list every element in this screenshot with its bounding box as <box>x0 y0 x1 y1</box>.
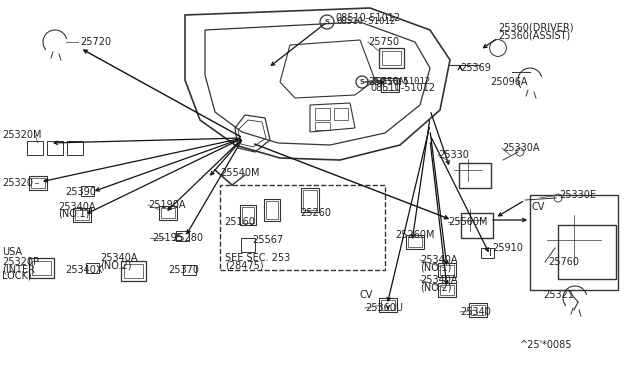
Text: 25567: 25567 <box>252 235 283 245</box>
Text: (NO.1): (NO.1) <box>58 209 90 219</box>
Text: 25360(DRIVER): 25360(DRIVER) <box>498 23 573 33</box>
Bar <box>31 178 45 188</box>
Text: 25320: 25320 <box>2 178 33 188</box>
Bar <box>27 141 44 155</box>
Text: 25330A: 25330A <box>502 143 540 153</box>
Bar <box>438 263 456 277</box>
Text: 25370: 25370 <box>168 265 199 275</box>
Bar <box>32 261 51 275</box>
Text: 25260M: 25260M <box>395 230 435 240</box>
Text: 25320P: 25320P <box>2 257 39 267</box>
Bar <box>481 248 493 258</box>
Bar <box>558 225 616 279</box>
Bar <box>242 207 254 223</box>
Text: 25340A: 25340A <box>58 202 95 212</box>
Text: 08510-51012: 08510-51012 <box>370 83 435 93</box>
Bar <box>303 190 317 210</box>
Bar <box>121 261 146 280</box>
Bar <box>383 80 397 90</box>
Bar <box>301 188 319 212</box>
Bar <box>29 176 47 190</box>
Bar <box>379 298 397 312</box>
Text: USA: USA <box>2 247 22 257</box>
Text: S: S <box>360 79 365 85</box>
Bar <box>406 235 424 249</box>
Text: 25560M: 25560M <box>448 217 488 227</box>
Text: 25330: 25330 <box>438 150 469 160</box>
Bar <box>408 237 422 247</box>
Text: 08510-51012: 08510-51012 <box>335 13 400 23</box>
Text: SEE SEC. 253: SEE SEC. 253 <box>225 253 291 263</box>
Text: 25160: 25160 <box>224 217 255 227</box>
Text: 25760: 25760 <box>548 257 579 267</box>
Bar <box>161 208 175 218</box>
Bar <box>124 264 143 278</box>
Bar <box>471 305 485 315</box>
Bar <box>381 300 395 310</box>
Text: 25190A: 25190A <box>148 200 186 210</box>
Text: 25540M: 25540M <box>220 168 259 178</box>
Text: 25720: 25720 <box>80 37 111 47</box>
Bar <box>438 283 456 297</box>
Bar <box>159 206 177 220</box>
Text: 25360U: 25360U <box>365 303 403 313</box>
Bar <box>440 285 454 295</box>
Bar <box>86 263 99 273</box>
Text: (NO.2): (NO.2) <box>100 260 131 270</box>
Bar <box>461 213 493 238</box>
Bar <box>382 51 401 65</box>
Text: 25340A: 25340A <box>100 253 138 263</box>
Bar <box>47 141 63 155</box>
Bar <box>183 265 196 275</box>
Text: CV: CV <box>532 202 545 212</box>
Text: LOCK): LOCK) <box>2 271 31 281</box>
Text: 25321: 25321 <box>543 290 574 300</box>
Bar <box>381 78 399 92</box>
Text: (28475): (28475) <box>225 261 264 271</box>
Bar <box>81 186 93 196</box>
Bar <box>176 231 189 241</box>
Text: 25750: 25750 <box>368 37 399 47</box>
Text: S: S <box>324 19 330 25</box>
Text: 25096A: 25096A <box>490 77 527 87</box>
Text: 25340A: 25340A <box>420 255 458 265</box>
Bar <box>379 48 404 68</box>
Bar <box>264 199 280 221</box>
Text: 25320M: 25320M <box>2 130 42 140</box>
Bar <box>266 201 278 219</box>
Text: (NO.1): (NO.1) <box>420 262 451 272</box>
Bar <box>73 208 91 222</box>
Text: 08510-51012: 08510-51012 <box>371 77 430 87</box>
Text: ^25'*0085: ^25'*0085 <box>520 340 573 350</box>
Text: 25260: 25260 <box>300 208 331 218</box>
Text: 25280: 25280 <box>172 233 203 243</box>
Text: 08510-51012: 08510-51012 <box>336 17 395 26</box>
Bar <box>29 258 54 278</box>
Text: 25340X: 25340X <box>65 265 102 275</box>
Bar <box>240 205 256 225</box>
Text: 25340A: 25340A <box>420 275 458 285</box>
Text: 25330E: 25330E <box>559 190 596 200</box>
Text: 25369: 25369 <box>460 63 491 73</box>
Text: 25360(ASSIST): 25360(ASSIST) <box>498 31 570 41</box>
Bar <box>530 195 618 290</box>
Bar <box>440 265 454 275</box>
Text: 25340: 25340 <box>460 307 491 317</box>
Text: 25910: 25910 <box>492 243 523 253</box>
Bar <box>241 238 255 252</box>
Bar <box>220 185 385 270</box>
Bar <box>75 210 89 220</box>
Bar <box>459 163 492 188</box>
Text: (INTER: (INTER <box>2 264 35 274</box>
Text: 25195: 25195 <box>152 233 183 243</box>
Text: (NO.2): (NO.2) <box>420 282 451 292</box>
Bar <box>67 141 83 155</box>
Text: 25390: 25390 <box>65 187 96 197</box>
Text: 25750M: 25750M <box>368 77 408 87</box>
Bar <box>469 303 487 317</box>
Text: CV: CV <box>360 290 373 300</box>
